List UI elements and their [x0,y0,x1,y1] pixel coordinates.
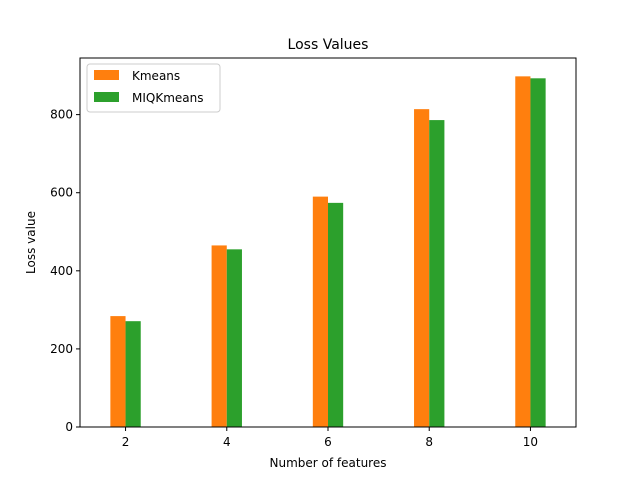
legend: Kmeans MIQKmeans [86,63,221,113]
legend-label-miqkmeans: MIQKmeans [132,91,204,105]
ticks-layer: 2 4 6 8 10 0 200 400 600 800 [50,108,538,449]
y-tick-label-400: 400 [50,264,73,278]
bar-miqkmeans-2 [125,321,141,427]
x-axis-label: Number of features [270,456,387,470]
x-tick-label-6: 6 [324,435,332,449]
x-tick-label-2: 2 [122,435,130,449]
bar-miqkmeans-8 [429,120,445,427]
x-tick-label-4: 4 [223,435,231,449]
bar-kmeans-10 [515,76,531,427]
bar-kmeans-8 [414,109,430,428]
legend-swatch-miqkmeans [94,92,119,102]
x-tick-label-10: 10 [523,435,538,449]
legend-label-kmeans: Kmeans [132,69,180,83]
bar-miqkmeans-4 [226,249,242,427]
bar-kmeans-6 [312,196,328,427]
y-tick-label-200: 200 [50,342,73,356]
bars-layer [110,76,546,428]
bar-kmeans-2 [110,316,126,427]
x-tick-label-8: 8 [425,435,433,449]
bar-kmeans-4 [211,245,227,427]
y-axis-label: Loss value [24,211,38,274]
chart-title: Loss Values [288,37,369,53]
legend-swatch-kmeans [94,70,119,80]
legend-frame [86,63,221,113]
y-tick-label-600: 600 [50,186,73,200]
bar-miqkmeans-10 [530,78,546,428]
y-tick-label-0: 0 [65,420,73,434]
y-tick-label-800: 800 [50,108,73,122]
bar-miqkmeans-6 [328,202,344,427]
